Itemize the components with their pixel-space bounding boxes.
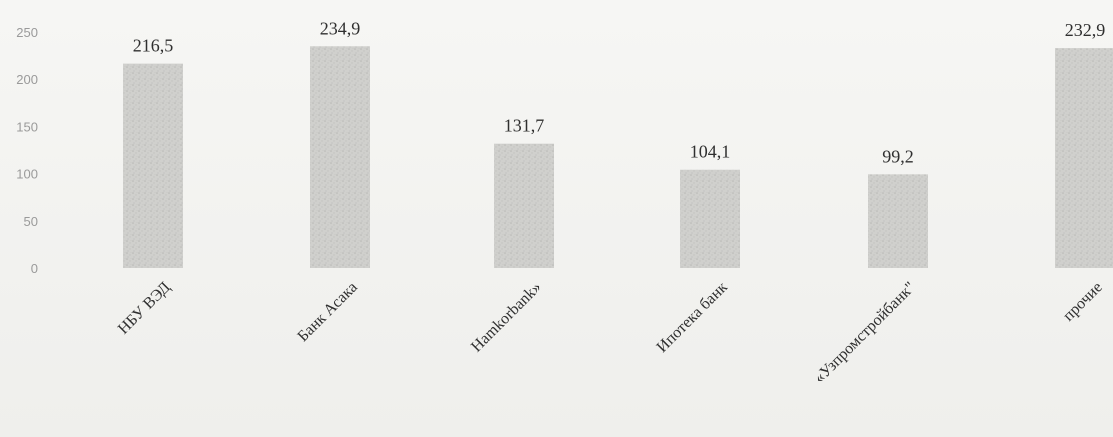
y-tick-label: 50 bbox=[24, 214, 38, 229]
bar bbox=[494, 143, 554, 268]
category-label: прочие bbox=[1060, 279, 1106, 325]
bar-value-label: 232,9 bbox=[1065, 20, 1106, 40]
data-labels-group: 216,5 234,9 131,7 104,1 99,2 232,9 bbox=[133, 18, 1106, 166]
bar bbox=[123, 63, 183, 269]
bars-group bbox=[123, 46, 1113, 269]
y-tick-label: 250 bbox=[16, 25, 38, 40]
bar-value-label: 104,1 bbox=[690, 142, 731, 162]
bar bbox=[310, 46, 370, 269]
bar bbox=[868, 174, 928, 268]
bar bbox=[680, 169, 740, 268]
y-axis: 0 50 100 150 200 250 bbox=[16, 25, 38, 276]
bar bbox=[1055, 48, 1113, 269]
y-tick-label: 200 bbox=[16, 72, 38, 87]
category-label: Hamkorbank» bbox=[468, 279, 545, 356]
y-tick-label: 150 bbox=[16, 119, 38, 134]
category-label: Банк Асака bbox=[294, 279, 360, 345]
bar-value-label: 234,9 bbox=[320, 18, 361, 38]
y-tick-label: 100 bbox=[16, 167, 38, 182]
category-label: «Узпромстройбанк" bbox=[811, 279, 919, 387]
y-tick-label: 0 bbox=[31, 261, 38, 276]
category-label: НБУ ВЭД bbox=[115, 279, 174, 338]
bar-value-label: 99,2 bbox=[882, 146, 914, 166]
bar-value-label: 216,5 bbox=[133, 36, 174, 56]
category-labels-group: НБУ ВЭД Банк Асака Hamkorbank» Ипотека банк… bbox=[115, 279, 1106, 387]
category-label: Ипотека банк bbox=[654, 279, 731, 356]
bar-value-label: 131,7 bbox=[504, 116, 545, 136]
